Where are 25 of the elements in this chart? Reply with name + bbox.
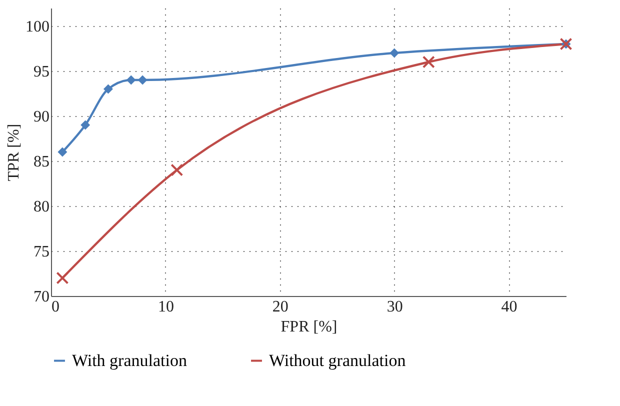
y-tick-label: 100 bbox=[26, 18, 50, 36]
y-tick-label: 95 bbox=[34, 64, 50, 80]
point bbox=[138, 75, 148, 85]
legend-label: Without granulation bbox=[269, 350, 406, 370]
y-axis-title: TPR [%] bbox=[6, 124, 22, 182]
point bbox=[56, 272, 69, 284]
point bbox=[390, 48, 400, 58]
y-tick-label: 70 bbox=[34, 288, 50, 306]
point bbox=[80, 120, 90, 130]
point bbox=[422, 56, 435, 68]
x-axis-title: FPR [%] bbox=[280, 318, 338, 336]
y-tick-label: 75 bbox=[34, 244, 50, 260]
x-tick-label: 20 bbox=[272, 298, 288, 316]
y-tick-label: 80 bbox=[34, 198, 50, 216]
y-tick-label: 90 bbox=[34, 108, 50, 126]
x-tick-label: 0 bbox=[52, 298, 60, 316]
point bbox=[103, 84, 113, 94]
x-tick-label: 30 bbox=[386, 298, 403, 316]
point bbox=[126, 75, 136, 85]
legend-label: With granulation bbox=[72, 350, 188, 370]
x-tick-label: 40 bbox=[501, 298, 518, 316]
point bbox=[58, 147, 68, 157]
y-tick-label: 85 bbox=[34, 154, 50, 170]
point bbox=[170, 164, 184, 176]
x-tick-label: 10 bbox=[158, 298, 174, 316]
